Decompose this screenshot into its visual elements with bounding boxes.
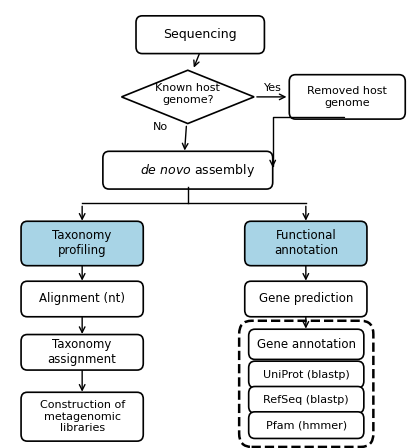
Text: Removed host
genome: Removed host genome — [307, 86, 387, 108]
FancyBboxPatch shape — [21, 335, 143, 370]
Text: Gene annotation: Gene annotation — [257, 338, 356, 351]
FancyBboxPatch shape — [249, 412, 364, 439]
Text: Sequencing: Sequencing — [163, 28, 237, 41]
FancyBboxPatch shape — [245, 281, 367, 317]
FancyBboxPatch shape — [21, 392, 143, 441]
FancyBboxPatch shape — [249, 361, 364, 388]
Text: $\it{de\ novo}$ assembly: $\it{de\ novo}$ assembly — [140, 162, 256, 179]
Text: Yes: Yes — [264, 83, 281, 93]
FancyBboxPatch shape — [103, 151, 273, 189]
Text: RefSeq (blastp): RefSeq (blastp) — [264, 395, 349, 405]
Text: Functional
annotation: Functional annotation — [274, 229, 338, 258]
FancyBboxPatch shape — [249, 329, 364, 359]
Text: Construction of
metagenomic
libraries: Construction of metagenomic libraries — [40, 400, 125, 433]
Text: Alignment (nt): Alignment (nt) — [39, 293, 125, 306]
FancyBboxPatch shape — [21, 221, 143, 266]
Text: Taxonomy
profiling: Taxonomy profiling — [53, 229, 112, 258]
FancyBboxPatch shape — [245, 221, 367, 266]
Polygon shape — [121, 70, 254, 124]
Text: No: No — [153, 122, 168, 132]
Text: Gene prediction: Gene prediction — [259, 293, 353, 306]
Text: Pfam (hmmer): Pfam (hmmer) — [266, 420, 347, 430]
FancyBboxPatch shape — [239, 321, 373, 447]
Text: Taxonomy
assignment: Taxonomy assignment — [48, 338, 117, 366]
Text: UniProt (blastp): UniProt (blastp) — [263, 370, 349, 379]
Text: Known host
genome?: Known host genome? — [156, 83, 220, 104]
FancyBboxPatch shape — [21, 281, 143, 317]
FancyBboxPatch shape — [249, 387, 364, 413]
FancyBboxPatch shape — [289, 75, 405, 119]
FancyBboxPatch shape — [136, 16, 264, 54]
